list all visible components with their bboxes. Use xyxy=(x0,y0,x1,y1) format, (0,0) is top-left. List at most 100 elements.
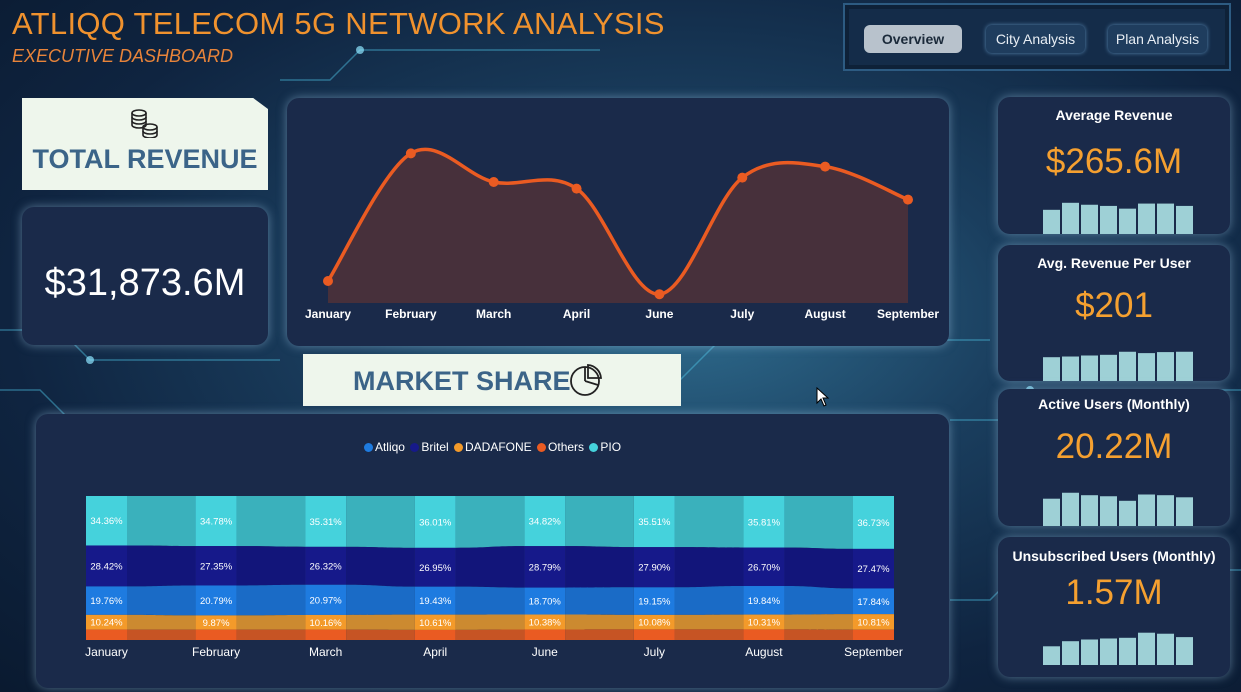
bar-segment-britel[interactable] xyxy=(524,546,566,588)
legend-dot-others xyxy=(537,443,547,452)
bar-segment-dadafone[interactable] xyxy=(414,614,456,630)
bar-segment-atliqo[interactable] xyxy=(414,586,456,615)
bar-segment-dadafone[interactable] xyxy=(524,614,566,630)
x-tick-label: September xyxy=(877,307,939,321)
ribbon-others xyxy=(236,629,306,640)
bar-segment-britel[interactable] xyxy=(414,547,456,587)
revenue-point[interactable] xyxy=(571,183,582,194)
legend-item-britel[interactable]: Britel xyxy=(410,440,449,454)
legend-dot-dadafone xyxy=(454,443,463,452)
data-label: 36.01% xyxy=(419,517,452,528)
legend-item-dadafone[interactable]: DADAFONE xyxy=(454,440,532,454)
bar-segment-britel[interactable] xyxy=(86,545,127,587)
bar-segment-others[interactable] xyxy=(305,629,347,640)
bar-segment-others[interactable] xyxy=(86,629,127,640)
bar-segment-dadafone[interactable] xyxy=(86,614,127,630)
bar-segment-pio[interactable] xyxy=(633,496,675,548)
bar-segment-dadafone[interactable] xyxy=(305,614,347,630)
revenue-point[interactable] xyxy=(820,161,831,172)
bar-segment-pio[interactable] xyxy=(195,496,237,547)
bar-segment-atliqo[interactable] xyxy=(195,585,237,616)
market-share-ribbon-chart: 34.36% 28.42% 19.76% 10.24% January 34.78% 27.… xyxy=(85,496,903,659)
revenue-point[interactable] xyxy=(405,148,416,159)
bar-segment-britel[interactable] xyxy=(743,547,785,587)
bar-segment-atliqo[interactable] xyxy=(853,588,894,615)
x-tick-label: February xyxy=(192,645,240,659)
market-share-header: MARKET SHARE xyxy=(303,354,681,406)
revenue-point[interactable] xyxy=(323,276,333,286)
kpi-title: Active Users (Monthly) xyxy=(1038,396,1190,412)
bar-segment-others[interactable] xyxy=(414,629,456,640)
data-label: 26.70% xyxy=(748,562,781,573)
revenue-point[interactable] xyxy=(654,289,665,300)
sparkline-bar xyxy=(1138,494,1155,526)
nav-city-analysis-button[interactable]: City Analysis xyxy=(986,25,1085,53)
bar-segment-others[interactable] xyxy=(524,629,566,640)
data-label: 27.35% xyxy=(200,561,233,572)
bar-segment-pio[interactable] xyxy=(524,496,566,547)
bar-segment-others[interactable] xyxy=(853,629,894,640)
legend-item-pio[interactable]: PIO xyxy=(589,440,621,454)
ribbon-pio xyxy=(127,496,196,547)
kpi-value: $265.6M xyxy=(1045,142,1183,181)
bar-segment-others[interactable] xyxy=(195,629,237,640)
nav-plan-analysis-button[interactable]: Plan Analysis xyxy=(1108,25,1207,53)
bar-segment-dadafone[interactable] xyxy=(195,615,237,630)
sparkline-bar xyxy=(1157,495,1174,526)
data-label: 28.42% xyxy=(90,561,123,572)
bar-segment-atliqo[interactable] xyxy=(524,587,566,615)
bar-segment-dadafone[interactable] xyxy=(633,614,675,630)
sparkline-bar xyxy=(1100,354,1117,381)
market-share-label: MARKET SHARE xyxy=(353,366,571,396)
revenue-point[interactable] xyxy=(488,177,499,187)
legend-item-atliqo[interactable]: Atliqo xyxy=(363,440,405,454)
x-tick-label: June xyxy=(532,645,558,659)
nav-overview-button[interactable]: Overview xyxy=(864,25,962,53)
bar-segment-pio[interactable] xyxy=(414,496,456,548)
ribbon-britel xyxy=(346,546,415,587)
bar-segment-atliqo[interactable] xyxy=(743,586,785,615)
bar-segment-pio[interactable] xyxy=(743,496,785,548)
bar-segment-others[interactable] xyxy=(743,629,785,640)
data-label: 19.84% xyxy=(748,596,781,607)
bar-segment-dadafone[interactable] xyxy=(853,614,894,630)
bar-segment-atliqo[interactable] xyxy=(305,584,347,615)
ribbon-pio xyxy=(455,496,525,548)
sparkline-bar xyxy=(1043,209,1060,234)
pie-chart-icon xyxy=(570,364,602,396)
bar-segment-pio[interactable] xyxy=(305,496,347,547)
ribbon-dadafone xyxy=(346,614,415,630)
x-tick-label: January xyxy=(85,645,128,659)
data-label: 26.32% xyxy=(310,561,343,572)
ribbon-britel xyxy=(674,547,744,588)
x-tick-label: January xyxy=(305,307,351,321)
bar-segment-atliqo[interactable] xyxy=(86,586,127,615)
bar-segment-atliqo[interactable] xyxy=(633,587,675,615)
bar-segment-others[interactable] xyxy=(633,629,675,640)
legend-item-others[interactable]: Others xyxy=(537,440,584,454)
data-label: 20.79% xyxy=(200,596,233,607)
bar-segment-pio[interactable] xyxy=(853,496,894,549)
bar-segment-britel[interactable] xyxy=(633,547,675,588)
sparkline-bar xyxy=(1062,492,1079,526)
legend-dot-britel xyxy=(410,443,420,452)
bar-segment-dadafone[interactable] xyxy=(743,614,785,630)
kpi-arpu-card: Avg. Revenue Per User $201 xyxy=(998,245,1230,381)
data-label: 34.36% xyxy=(90,516,123,527)
bar-segment-britel[interactable] xyxy=(305,546,347,585)
kpi-value: 1.57M xyxy=(1065,573,1163,612)
revenue-point[interactable] xyxy=(903,194,913,205)
kpi-value: $201 xyxy=(1075,286,1153,325)
data-label: 10.61% xyxy=(419,618,452,629)
ribbon-pio xyxy=(346,496,415,548)
sparkline-bar xyxy=(1081,204,1098,234)
data-label: 34.78% xyxy=(200,517,233,528)
bar-segment-pio[interactable] xyxy=(86,496,127,546)
data-label: 10.16% xyxy=(310,618,343,629)
data-label: 18.70% xyxy=(529,597,562,608)
sparkline-bar xyxy=(1100,638,1117,665)
revenue-point[interactable] xyxy=(737,172,748,183)
bar-segment-britel[interactable] xyxy=(195,546,237,586)
x-tick-label: July xyxy=(644,645,665,659)
bar-segment-britel[interactable] xyxy=(853,548,894,589)
